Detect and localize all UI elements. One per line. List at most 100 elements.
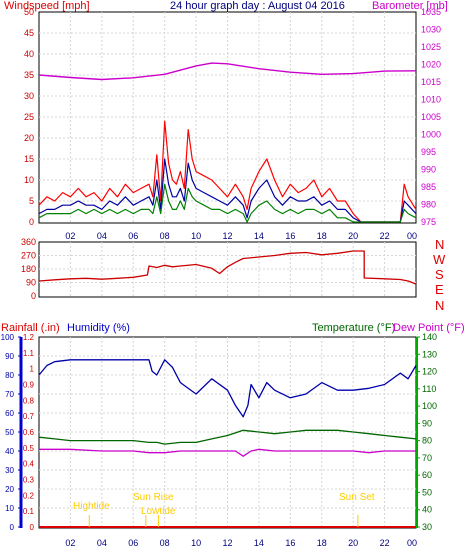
windspeed-tick-5: 5 bbox=[29, 196, 34, 206]
compass-w: W bbox=[433, 252, 446, 267]
temperature-tick-120: 120 bbox=[422, 367, 437, 377]
barometer-tick-990: 990 bbox=[421, 165, 436, 175]
humidity-legend: Humidity (%) bbox=[67, 322, 130, 334]
rain-tick-0.4: 0.4 bbox=[23, 460, 35, 469]
p3-xtick-06: 06 bbox=[128, 538, 138, 548]
temperature-tick-70: 70 bbox=[422, 453, 432, 463]
humidity-tick-10: 10 bbox=[5, 504, 14, 513]
direction-tick-360: 360 bbox=[21, 237, 36, 247]
p3-xtick-04: 04 bbox=[97, 538, 107, 548]
humidity-tick-60: 60 bbox=[5, 409, 14, 418]
rain-tick-0.6: 0.6 bbox=[23, 428, 35, 437]
chart-title: 24 hour graph day : August 04 2016 bbox=[170, 0, 345, 12]
temperature-tick-130: 130 bbox=[422, 349, 437, 359]
windspeed-tick-35: 35 bbox=[24, 70, 34, 80]
rain-tick-1.1: 1.1 bbox=[23, 349, 35, 358]
windspeed-tick-10: 10 bbox=[24, 175, 34, 185]
rain-tick-0.7: 0.7 bbox=[23, 412, 35, 421]
p3-xtick-14: 14 bbox=[254, 538, 264, 548]
series-dir-line bbox=[38, 250, 417, 285]
p1-xtick-20: 20 bbox=[348, 231, 358, 241]
windspeed-tick-20: 20 bbox=[24, 133, 34, 143]
direction-tick-180: 180 bbox=[21, 264, 36, 274]
humidity-tick-70: 70 bbox=[5, 390, 14, 399]
direction-tick-90: 90 bbox=[26, 278, 36, 288]
compass-n-top: N bbox=[435, 237, 444, 252]
p1-xtick-16: 16 bbox=[285, 231, 295, 241]
p1-xtick-14: 14 bbox=[254, 231, 264, 241]
p1-xtick-10: 10 bbox=[191, 231, 201, 241]
direction-tick-0: 0 bbox=[31, 291, 36, 301]
data-layer bbox=[38, 62, 417, 528]
p3-xtick-22: 22 bbox=[380, 538, 390, 548]
barometer-tick-1010: 1010 bbox=[421, 95, 441, 105]
temperature-tick-80: 80 bbox=[422, 436, 432, 446]
temperature-legend: Temperature (°F) bbox=[312, 322, 395, 334]
p3-xtick-02: 02 bbox=[65, 538, 75, 548]
temperature-tick-30: 30 bbox=[422, 522, 432, 532]
windspeed-tick-45: 45 bbox=[24, 28, 34, 38]
barometer-tick-975: 975 bbox=[421, 217, 436, 227]
series-gust-line bbox=[38, 158, 417, 223]
rain-tick-0.9: 0.9 bbox=[23, 381, 35, 390]
barometer-axis-title: Barometer [mb] bbox=[372, 0, 448, 12]
temperature-tick-140: 140 bbox=[422, 332, 437, 342]
windspeed-axis-title: Windspeed [mph] bbox=[4, 0, 90, 12]
humidity-tick-50: 50 bbox=[5, 428, 14, 437]
windspeed-tick-50: 50 bbox=[24, 7, 34, 17]
series-baro-line bbox=[38, 62, 417, 81]
temperature-tick-40: 40 bbox=[422, 505, 432, 515]
humidity-tick-30: 30 bbox=[5, 466, 14, 475]
p1-xtick-18: 18 bbox=[317, 231, 327, 241]
humidity-tick-0: 0 bbox=[10, 523, 15, 532]
p1-xtick-06: 06 bbox=[128, 231, 138, 241]
p3-xtick-12: 12 bbox=[222, 538, 232, 548]
p1-xtick-04: 04 bbox=[97, 231, 107, 241]
p1-xtick-12: 12 bbox=[222, 231, 232, 241]
rain-tick-1: 1 bbox=[30, 365, 35, 374]
compass-e: E bbox=[435, 282, 444, 297]
p3-xtick-10: 10 bbox=[191, 538, 201, 548]
p3-xtick-16: 16 bbox=[285, 538, 295, 548]
temperature-tick-60: 60 bbox=[422, 470, 432, 480]
series-temperature-line bbox=[38, 429, 417, 445]
dewpoint-legend: Dew Point (°F) bbox=[393, 322, 465, 334]
series-wind-line bbox=[38, 120, 417, 223]
rain-tick-0: 0 bbox=[30, 523, 35, 532]
rain-tick-1.2: 1.2 bbox=[23, 333, 35, 342]
barometer-tick-995: 995 bbox=[421, 147, 436, 157]
windspeed-tick-15: 15 bbox=[24, 154, 34, 164]
sunset-label: Sun Set bbox=[339, 492, 375, 503]
barometer-tick-1000: 1000 bbox=[421, 130, 441, 140]
temperature-tick-90: 90 bbox=[422, 418, 432, 428]
barometer-tick-985: 985 bbox=[421, 182, 436, 192]
humidity-tick-90: 90 bbox=[5, 352, 14, 361]
rain-tick-0.2: 0.2 bbox=[23, 491, 35, 500]
lowtide-label: Lowtide bbox=[141, 506, 176, 517]
compass-n-bottom: N bbox=[435, 298, 444, 313]
direction-tick-270: 270 bbox=[21, 251, 36, 261]
humidity-tick-20: 20 bbox=[5, 485, 14, 494]
windspeed-tick-40: 40 bbox=[24, 49, 34, 59]
humidity-tick-80: 80 bbox=[5, 371, 14, 380]
humidity-tick-40: 40 bbox=[5, 447, 14, 456]
compass-s: S bbox=[435, 267, 444, 282]
barometer-tick-1015: 1015 bbox=[421, 77, 441, 87]
p3-xtick-08: 08 bbox=[160, 538, 170, 548]
p3-xtick-18: 18 bbox=[317, 538, 327, 548]
humidity-tick-100: 100 bbox=[1, 333, 15, 342]
tick-layer: 0510152025303540455097598098599099510001… bbox=[1, 7, 441, 548]
sunrise-label: Sun Rise bbox=[133, 492, 174, 503]
windspeed-tick-25: 25 bbox=[24, 112, 34, 122]
barometer-tick-1005: 1005 bbox=[421, 112, 441, 122]
hightide-label: Hightide bbox=[73, 501, 110, 512]
temperature-tick-50: 50 bbox=[422, 487, 432, 497]
barometer-tick-1030: 1030 bbox=[421, 25, 441, 35]
windspeed-tick-0: 0 bbox=[29, 217, 34, 227]
p1-xtick-08: 08 bbox=[160, 231, 170, 241]
windspeed-tick-30: 30 bbox=[24, 91, 34, 101]
barometer-tick-980: 980 bbox=[421, 200, 436, 210]
rain-tick-0.3: 0.3 bbox=[23, 476, 35, 485]
p1-xtick-00: 00 bbox=[407, 231, 417, 241]
